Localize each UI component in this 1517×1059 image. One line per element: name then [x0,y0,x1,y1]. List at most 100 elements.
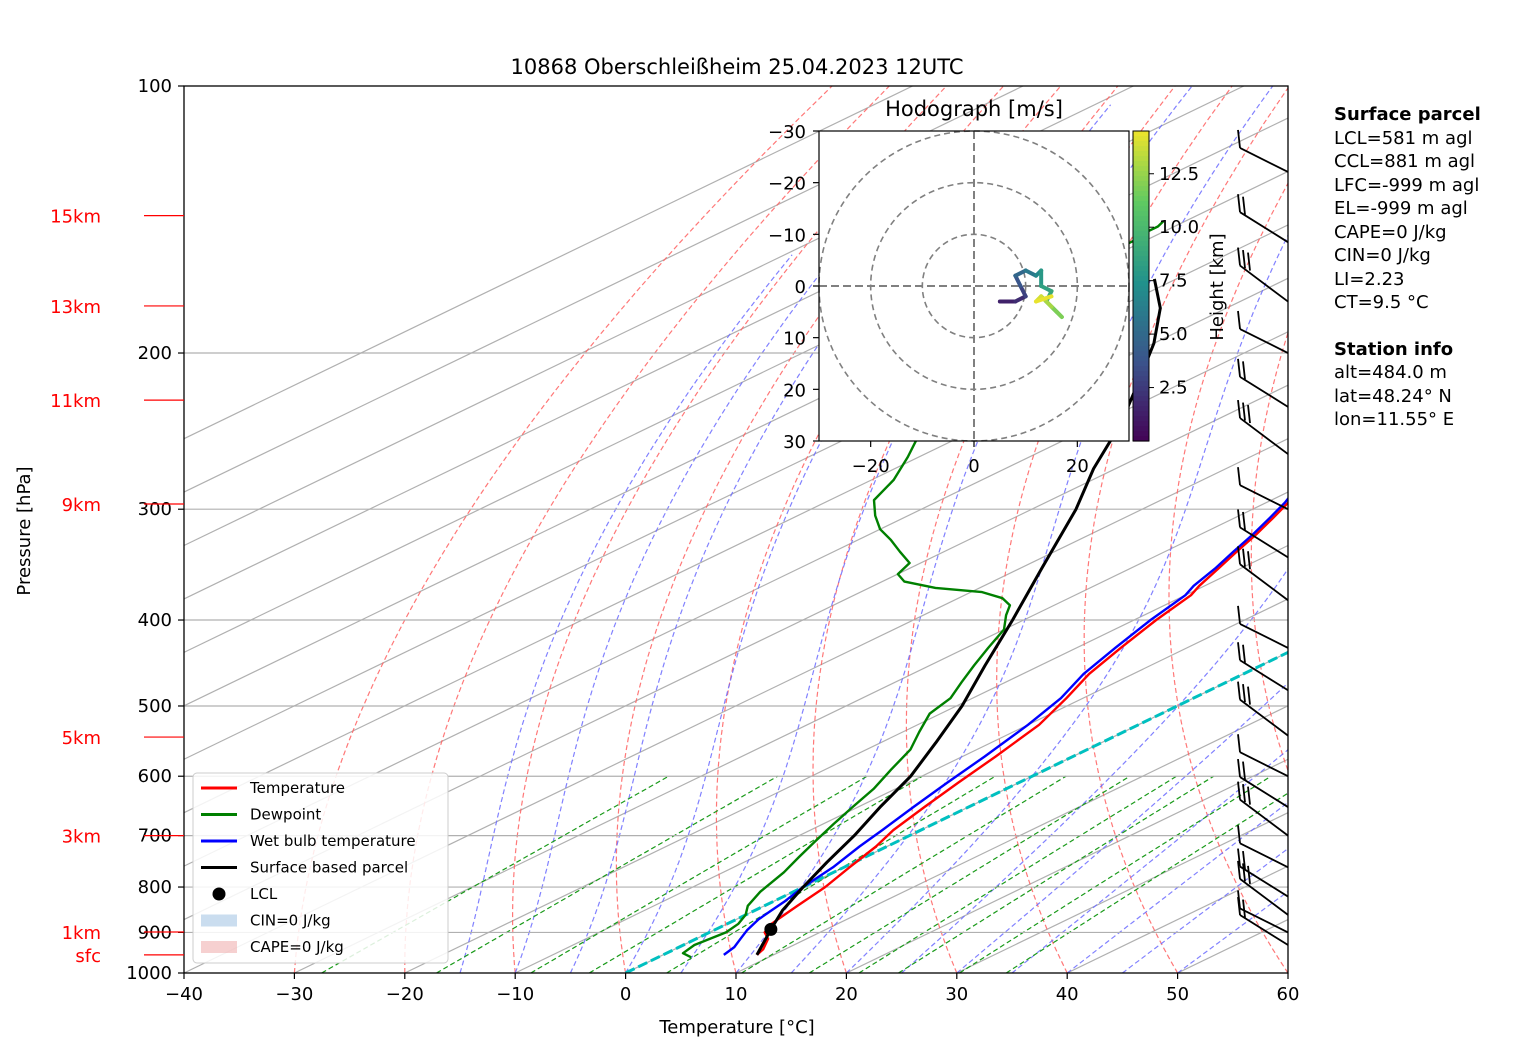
colorbar-cell [1133,311,1149,317]
hodograph-x-label: 0 [968,456,979,477]
station-info-line: lon=11.55° E [1334,409,1455,430]
colorbar-cell [1133,261,1149,267]
wind-barb [1237,642,1289,692]
legend-label: LCL [250,885,278,903]
station-info-line: alt=484.0 m [1334,362,1447,383]
hodograph-y-label: 10 [783,329,806,350]
colorbar-cell [1133,146,1149,152]
surface-parcel-line: LI=2.23 [1334,268,1405,290]
colorbar-cell [1133,246,1149,252]
colorbar-cell [1133,301,1149,307]
hodograph-x-label: −20 [852,456,890,477]
y-tick-label: 800 [138,877,172,898]
colorbar-cell [1133,436,1149,442]
y-tick-label: 100 [138,76,172,97]
colorbar-cell [1133,371,1149,377]
colorbar-cell [1133,226,1149,232]
height-label: 9km [62,495,101,516]
lcl-marker [764,922,778,936]
hodograph-y-label: −20 [768,174,806,195]
hodograph-y-label: 20 [783,380,806,401]
legend-label: CIN=0 J/kg [250,912,331,930]
surface-parcel-line: LCL=581 m agl [1334,127,1473,149]
colorbar-cell [1133,421,1149,427]
wind-barb [1237,194,1289,243]
wind-barb [1237,734,1289,778]
colorbar-cell [1133,166,1149,172]
wind-barb [1237,605,1289,649]
colorbar-cell [1133,326,1149,332]
wind-barb [1237,860,1289,916]
isotherm-line [184,170,1288,707]
info-panel: Surface parcel LCL=581 m agl CCL=881 m a… [1334,103,1481,432]
colorbar-cell [1133,266,1149,272]
height-label: 11km [50,391,101,412]
legend: Temperature Dewpoint Wet bulb temperature S… [192,772,449,964]
surface-parcel-line: CAPE=0 J/kg [1334,221,1447,243]
moist-adiabat-line [956,682,1288,973]
legend-label: Surface based parcel [250,859,408,877]
colorbar-cell [1133,276,1149,282]
colorbar-cell [1133,351,1149,357]
colorbar-tick-label: 10.0 [1159,217,1199,238]
x-tick-label: 50 [1166,984,1189,1005]
x-axis: −40 −30 −20 −10 0 10 20 30 40 50 60 [165,973,1299,1005]
wind-barb [1237,546,1289,601]
colorbar-cell [1133,401,1149,407]
legend-label: Dewpoint [250,806,321,824]
hodograph: Hodograph [m/s] −30 −20 −10 0 10 20 30 −20 0 20 2… [768,97,1228,477]
colorbar-cell [1133,316,1149,322]
moist-adiabat-line [625,139,1026,973]
wind-barb [1237,681,1289,737]
isotherm-line [956,812,1288,973]
height-label: 3km [62,827,101,848]
x-tick-label: −20 [386,984,424,1005]
moist-adiabat-line [845,233,1288,973]
dry-adiabat-line [715,86,1062,973]
height-label: 5km [62,728,101,749]
colorbar-cell [1133,361,1149,367]
wind-barb [1237,358,1289,408]
zero-isotherm-line [624,650,1288,973]
wind-barb [1237,310,1289,354]
mixing-ratio-line [1005,792,1288,973]
wind-barbs [1237,129,1289,946]
wind-barb [1237,399,1289,455]
isotherm-line [846,758,1288,973]
height-label: 13km [50,297,101,318]
legend-swatch [201,914,237,927]
colorbar-cell [1133,396,1149,402]
station-info-line: lat=48.24° N [1334,385,1452,407]
wind-barb [1237,825,1289,869]
y-tick-label: 600 [138,766,172,787]
isotherm-line [184,277,1288,814]
station-info-header: Station info [1334,338,1454,360]
isotherm-line [184,86,1024,493]
x-tick-label: 40 [1056,984,1079,1005]
mixing-ratio-line [741,775,1067,973]
moist-adiabat-line [680,104,1112,973]
isotherm-line [184,437,1288,973]
colorbar-cell [1133,221,1149,227]
x-tick-label: 60 [1277,984,1300,1005]
x-tick-label: −10 [496,984,534,1005]
hodograph-y-label: 30 [783,432,806,453]
series-line-wet-bulb-temperature [723,496,1288,956]
dry-adiabat-line [812,86,1119,973]
surface-parcel-line: LFC=-999 m agl [1334,174,1480,196]
colorbar-cell [1133,356,1149,362]
isotherm-line [184,224,1288,760]
surface-parcel-header: Surface parcel [1334,104,1481,125]
dry-adiabat-line [996,86,1233,973]
colorbar-cell [1133,206,1149,212]
mixing-ratio-line [898,775,1215,973]
colorbar-cell [1133,431,1149,437]
colorbar-cell [1133,151,1149,157]
colorbar-cell [1133,256,1149,262]
isotherm-line [294,491,1288,973]
hodograph-x-label: 20 [1066,456,1089,477]
surface-parcel-line: CT=9.5 °C [1334,292,1429,313]
hodograph-title: Hodograph [m/s] [885,97,1063,121]
colorbar-cell [1133,231,1149,237]
